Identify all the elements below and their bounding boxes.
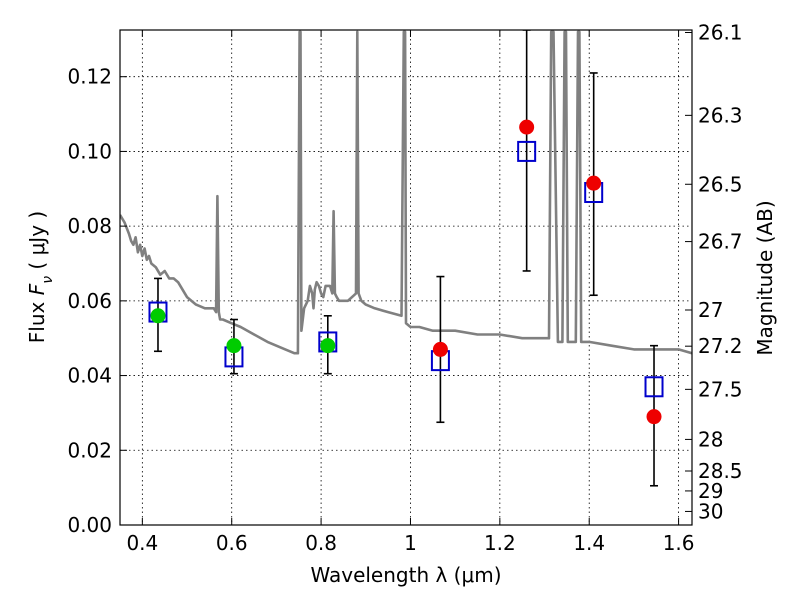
y-axis-label-subscript: ν [40,276,56,284]
right-tick-label: 27.2 [698,334,743,358]
right-tick-label: 26.1 [698,20,743,44]
filled-circle-marker [519,119,535,135]
y-tick-label: 0.12 [67,65,112,89]
y-tick-label: 0.04 [67,364,112,388]
right-tick-label: 28.5 [698,459,743,483]
right-tick-label: 28 [698,427,723,451]
model-spectrum-line [120,30,692,355]
x-tick-label: 1.2 [484,531,516,555]
x-tick-label: 0.4 [126,531,158,555]
right-tick-label: 29 [698,479,723,503]
right-axis-label: Magnitude (AB) [753,200,777,355]
y-axis-label-variable: F [25,283,49,295]
filled-circle-marker [226,338,242,354]
right-tick-label: 27 [698,298,723,322]
x-tick-label: 0.6 [216,531,248,555]
right-tick-label: 27.5 [698,377,743,401]
open-square-marker [517,140,537,162]
x-tick-label: 1.6 [663,531,695,555]
data-markers-layer [148,119,664,425]
right-tick-label: 26.3 [698,103,743,127]
tick-labels: 0.4 0.6 0.8 1 1.2 1.4 1.6 0.00 0.02 0.04 0.06 0.08 0… [67,20,742,555]
y-tick-label: 0.02 [67,438,112,462]
plot-frame [119,29,693,526]
filled-circle-marker [646,409,662,425]
right-tick-label: 30 [698,499,723,523]
y-tick-label: 0.06 [67,289,112,313]
x-tick-label: 1.4 [573,531,605,555]
y-tick-label: 0.00 [67,513,112,537]
y-tick-label: 0.10 [67,139,112,163]
filled-circle-marker [150,308,166,324]
y-axis-label-prefix: Flux [25,295,49,343]
x-axis-label: Wavelength λ (μm) [310,563,501,587]
right-tick-label: 26.7 [698,230,743,254]
y-axis-label-unit: ( μJy ) [25,211,49,276]
y-axis-label: Flux Fν ( μJy ) [25,211,56,343]
model-spectrum-layer [120,30,692,355]
right-tick-label: 26.5 [698,172,743,196]
filled-circle-marker [320,338,336,354]
filled-circle-marker [586,175,602,191]
y-tick-label: 0.08 [67,214,112,238]
open-square-marker [644,376,664,398]
filled-circle-marker [432,341,448,357]
x-tick-label: 1 [404,531,417,555]
x-tick-label: 0.8 [305,531,337,555]
axis-ticks [120,30,692,526]
